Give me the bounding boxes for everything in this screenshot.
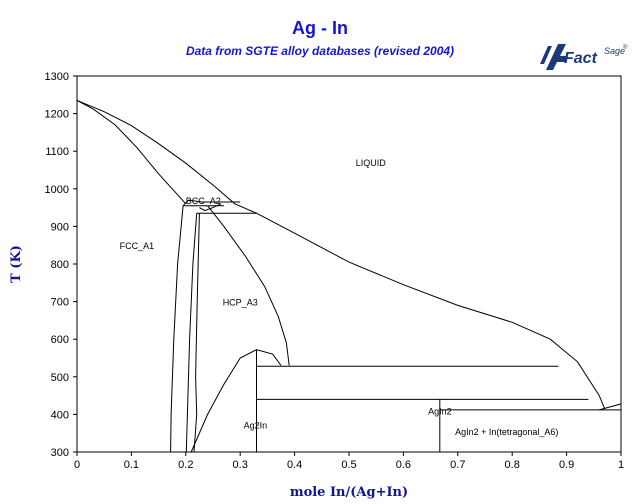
x-tick-label: 0 <box>74 459 80 471</box>
region-labels: LIQUID FCC_A1 BCC_A2 HCP_A3 Ag2In AgIn2 AgIn2 … <box>120 158 559 437</box>
region-label: LIQUID <box>356 158 387 168</box>
boundary-bcc-lower <box>199 203 222 212</box>
y-tick-label: 1000 <box>45 184 69 196</box>
boundary-hcp-left <box>193 213 200 453</box>
x-axis-ticks: 0 0.1 0.2 0.3 0.4 0.5 0.6 0.7 0.8 0.9 1 <box>74 452 624 471</box>
y-axis-ticks: 300 400 500 600 700 800 900 1000 1100 1200 1300 <box>45 71 77 459</box>
boundary-hcp-dome <box>190 349 282 453</box>
y-tick-label: 1100 <box>45 146 69 158</box>
boundary-in-side <box>599 403 622 411</box>
y-tick-label: 1200 <box>45 109 69 121</box>
boundary-bcc-left <box>182 199 203 207</box>
x-tick-label: 0.3 <box>233 459 248 471</box>
factsage-logo-mark <box>540 44 568 70</box>
x-tick-label: 0.7 <box>450 459 465 471</box>
plot-frame <box>76 75 622 453</box>
y-tick-label: 900 <box>51 221 69 233</box>
x-tick-label: 0.1 <box>124 459 139 471</box>
chart-subtitle: Data from SGTE alloy databases (revised … <box>185 44 455 58</box>
x-axis-label: mole In/(Ag+In) <box>290 485 408 500</box>
region-label: AgIn2 + In(tetragonal_A6) <box>455 427 558 437</box>
region-label: FCC_A1 <box>120 241 155 251</box>
y-tick-label: 800 <box>51 259 69 271</box>
x-tick-label: 1 <box>618 459 624 471</box>
region-label: Ag2In <box>244 421 268 431</box>
y-tick-label: 700 <box>51 297 69 309</box>
logo-trademark: ® <box>623 44 628 51</box>
region-label: AgIn2 <box>428 406 452 416</box>
x-tick-label: 0.4 <box>287 459 302 471</box>
x-tick-label: 0.6 <box>396 459 411 471</box>
boundary-liquidus-upper <box>76 99 606 409</box>
boundary-hcp-liquidus <box>207 205 290 366</box>
y-tick-label: 400 <box>51 409 69 421</box>
y-axis-label: T (K) <box>9 245 24 283</box>
chart-title: Ag - In <box>292 18 348 38</box>
x-tick-label: 0.2 <box>178 459 193 471</box>
y-tick-label: 1300 <box>45 71 69 83</box>
y-tick-label: 300 <box>51 447 69 459</box>
phase-boundaries <box>76 99 622 453</box>
x-tick-label: 0.8 <box>505 459 520 471</box>
x-tick-label: 0.5 <box>341 459 356 471</box>
boundary-liquidus-lower <box>76 99 187 205</box>
y-tick-label: 500 <box>51 372 69 384</box>
region-label: HCP_A3 <box>223 297 258 307</box>
y-tick-label: 600 <box>51 334 69 346</box>
boundary-fcc-solvus-left <box>170 205 184 453</box>
boundary-fcc-solvus-right <box>185 213 198 453</box>
factsage-logo: Fact Sage ® <box>540 44 628 70</box>
logo-main-text: Fact <box>564 50 598 67</box>
x-tick-label: 0.9 <box>559 459 574 471</box>
region-label: BCC_A2 <box>186 196 221 206</box>
logo-sup-text: Sage <box>604 46 625 56</box>
